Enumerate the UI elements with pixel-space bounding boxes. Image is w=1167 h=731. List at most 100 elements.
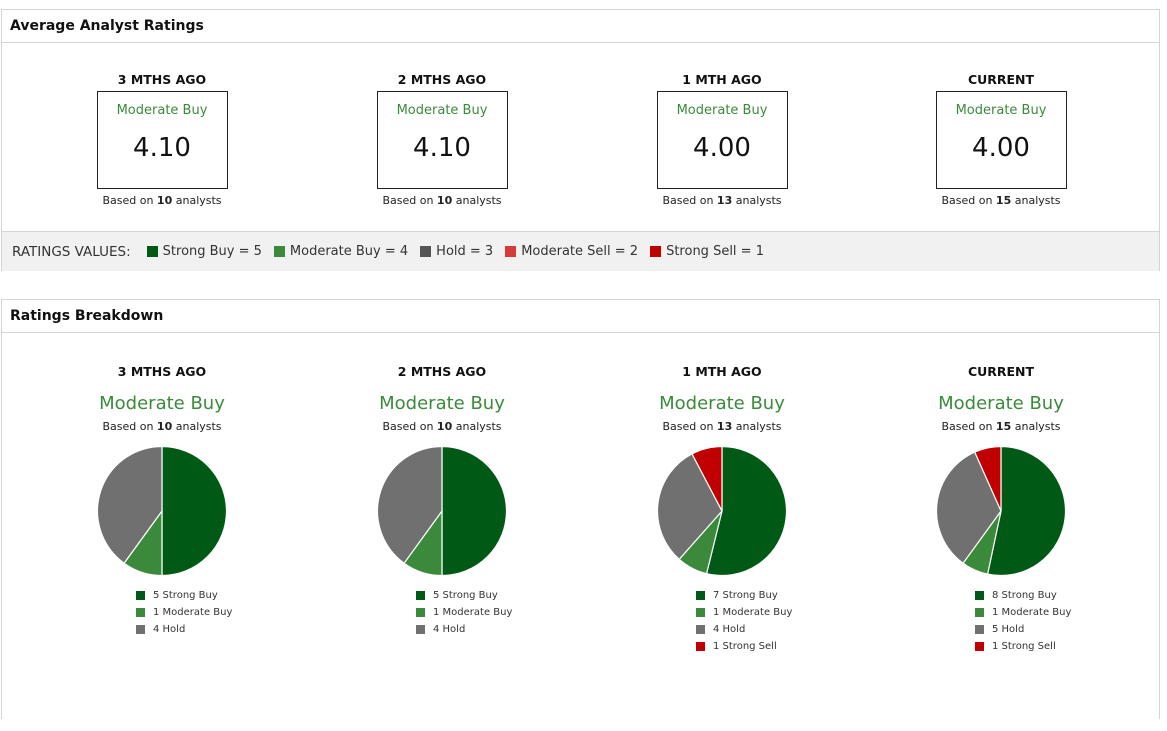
moderate-buy-swatch bbox=[273, 246, 285, 257]
moderate-buy-swatch bbox=[975, 608, 984, 617]
pie-chart bbox=[656, 445, 788, 577]
pie-legend: 5 Strong Buy 1 Moderate Buy 4 Hold bbox=[136, 587, 266, 638]
moderate-sell-swatch bbox=[505, 246, 517, 257]
rating-label: Moderate Buy bbox=[955, 103, 1047, 118]
pie-slice-strong-buy bbox=[986, 445, 1067, 577]
pie-legend-label: 8 Strong Buy bbox=[992, 590, 1057, 601]
ratings-values-legend: RATINGS VALUES: Strong Buy = 5 Moderate … bbox=[2, 231, 1159, 271]
avg-column-current: CURRENT Moderate Buy 4.00 Based on 15 an… bbox=[861, 72, 1141, 207]
pie-legend-label: 5 Hold bbox=[992, 624, 1025, 635]
pie-legend-label: 4 Hold bbox=[713, 624, 746, 635]
pie-legend-label: 1 Moderate Buy bbox=[153, 607, 233, 618]
pie-legend-item-moderate-buy: 1 Moderate Buy bbox=[696, 604, 826, 621]
based-on-text: Based on 15 analysts bbox=[941, 194, 1061, 207]
pie-legend-item-strong-buy: 8 Strong Buy bbox=[975, 587, 1105, 604]
pie-legend: 5 Strong Buy 1 Moderate Buy 4 Hold bbox=[416, 587, 546, 638]
based-on-text: Based on 10 analysts bbox=[102, 420, 222, 433]
ratings-breakdown-header: Ratings Breakdown bbox=[2, 300, 1159, 333]
pie-slice-hold bbox=[656, 453, 723, 561]
based-on-text: Based on 10 analysts bbox=[382, 194, 502, 207]
pie-legend-label: 1 Strong Sell bbox=[713, 641, 777, 652]
average-ratings-title: Average Analyst Ratings bbox=[10, 18, 204, 34]
analyst-count: 10 bbox=[436, 420, 453, 433]
based-on-text: Based on 15 analysts bbox=[941, 420, 1061, 433]
rating-score: 4.10 bbox=[133, 133, 191, 163]
legend-item-moderate-buy: Moderate Buy = 4 bbox=[273, 244, 408, 259]
average-ratings-panel: Average Analyst Ratings 3 MTHS AGO Moder… bbox=[1, 9, 1160, 271]
pie-legend-label: 4 Hold bbox=[153, 624, 186, 635]
pie-legend-item-moderate-buy: 1 Moderate Buy bbox=[416, 604, 546, 621]
rating-score: 4.10 bbox=[413, 133, 471, 163]
legend-item-strong-sell: Strong Sell = 1 bbox=[650, 244, 764, 259]
rating-label: Moderate Buy bbox=[938, 393, 1064, 414]
pie-slice-strong-buy bbox=[441, 445, 508, 577]
pie-legend-label: 5 Strong Buy bbox=[433, 590, 498, 601]
rating-score-box: Moderate Buy 4.00 bbox=[656, 91, 788, 189]
based-on-text: Based on 10 analysts bbox=[382, 420, 502, 433]
analyst-count: 10 bbox=[436, 194, 453, 207]
pie-legend-item-strong-sell: 1 Strong Sell bbox=[975, 638, 1105, 655]
analyst-count: 10 bbox=[156, 194, 173, 207]
rating-score-box: Moderate Buy 4.00 bbox=[935, 91, 1067, 189]
pie-slice-strong-sell bbox=[691, 445, 723, 512]
pie-slice-strong-sell bbox=[973, 445, 1002, 512]
based-on-text: Based on 13 analysts bbox=[662, 194, 782, 207]
rating-label: Moderate Buy bbox=[676, 103, 768, 118]
hold-swatch bbox=[136, 625, 145, 634]
pie-legend-item-hold: 5 Hold bbox=[975, 621, 1105, 638]
ratings-breakdown-title: Ratings Breakdown bbox=[10, 308, 164, 324]
based-on-text: Based on 10 analysts bbox=[102, 194, 222, 207]
moderate-buy-swatch bbox=[136, 608, 145, 617]
legend-item-moderate-sell: Moderate Sell = 2 bbox=[505, 244, 638, 259]
period-label: 2 MTHS AGO bbox=[397, 364, 487, 379]
moderate-buy-swatch bbox=[696, 608, 705, 617]
pie-slice-strong-buy bbox=[705, 445, 788, 577]
rating-score: 4.00 bbox=[693, 133, 751, 163]
hold-swatch bbox=[420, 246, 432, 257]
pie-legend-label: 7 Strong Buy bbox=[713, 590, 778, 601]
pie-legend-label: 1 Moderate Buy bbox=[992, 607, 1072, 618]
pie-legend-item-hold: 4 Hold bbox=[696, 621, 826, 638]
rating-label: Moderate Buy bbox=[659, 393, 785, 414]
analyst-count: 15 bbox=[995, 420, 1012, 433]
pie-legend-item-strong-buy: 5 Strong Buy bbox=[416, 587, 546, 604]
rating-label: Moderate Buy bbox=[116, 103, 208, 118]
rating-score-box: Moderate Buy 4.10 bbox=[96, 91, 228, 189]
pie-legend: 8 Strong Buy 1 Moderate Buy 5 Hold 1 Strong… bbox=[975, 587, 1105, 655]
breakdown-column-2mths: 2 MTHS AGO Moderate Buy Based on 10 anal… bbox=[302, 364, 582, 638]
avg-column-3mths: 3 MTHS AGO Moderate Buy 4.10 Based on 10… bbox=[22, 72, 302, 207]
pie-legend-label: 5 Strong Buy bbox=[153, 590, 218, 601]
pie-legend: 7 Strong Buy 1 Moderate Buy 4 Hold 1 Strong… bbox=[696, 587, 826, 655]
ratings-breakdown-panel: Ratings Breakdown 3 MTHS AGO Moderate Bu… bbox=[1, 299, 1160, 719]
analyst-count: 13 bbox=[716, 420, 733, 433]
pie-slice-hold bbox=[935, 451, 1002, 565]
based-on-text: Based on 13 analysts bbox=[662, 420, 782, 433]
strong-sell-swatch bbox=[650, 246, 662, 257]
pie-legend-item-moderate-buy: 1 Moderate Buy bbox=[975, 604, 1105, 621]
pie-legend-item-strong-buy: 7 Strong Buy bbox=[696, 587, 826, 604]
period-label: CURRENT bbox=[967, 72, 1035, 87]
legend-title: RATINGS VALUES: bbox=[12, 243, 131, 260]
strong-buy-swatch bbox=[416, 591, 425, 600]
rating-label: Moderate Buy bbox=[99, 393, 225, 414]
breakdown-column-current: CURRENT Moderate Buy Based on 15 analyst… bbox=[861, 364, 1141, 655]
period-label: 3 MTHS AGO bbox=[117, 364, 207, 379]
pie-legend-item-hold: 4 Hold bbox=[416, 621, 546, 638]
hold-swatch bbox=[696, 625, 705, 634]
pie-chart bbox=[376, 445, 508, 577]
strong-buy-swatch bbox=[696, 591, 705, 600]
pie-slice-hold bbox=[96, 445, 163, 565]
breakdown-column-1mth: 1 MTH AGO Moderate Buy Based on 13 analy… bbox=[582, 364, 862, 655]
strong-sell-swatch bbox=[975, 642, 984, 651]
analyst-count: 15 bbox=[995, 194, 1012, 207]
pie-legend-label: 1 Moderate Buy bbox=[433, 607, 513, 618]
pie-legend-item-moderate-buy: 1 Moderate Buy bbox=[136, 604, 266, 621]
pie-slice-hold bbox=[376, 445, 443, 565]
average-ratings-header: Average Analyst Ratings bbox=[2, 10, 1159, 43]
rating-score: 4.00 bbox=[972, 133, 1030, 163]
analyst-count: 10 bbox=[156, 420, 173, 433]
pie-legend-item-strong-sell: 1 Strong Sell bbox=[696, 638, 826, 655]
pie-slice-strong-buy bbox=[161, 445, 228, 577]
rating-score-box: Moderate Buy 4.10 bbox=[376, 91, 508, 189]
hold-swatch bbox=[975, 625, 984, 634]
